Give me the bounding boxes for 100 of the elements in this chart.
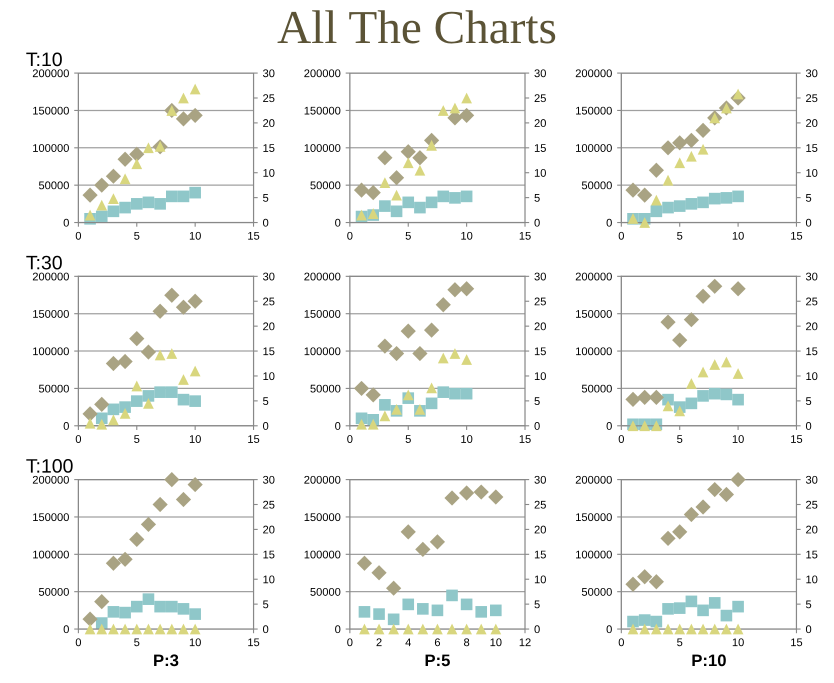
y2-tick-label: 25 <box>534 500 546 509</box>
point <box>488 489 504 505</box>
point <box>650 206 662 218</box>
point <box>474 484 489 500</box>
y-tick-label: 50000 <box>38 181 69 190</box>
point <box>380 177 390 188</box>
y-tick-label: 150000 <box>304 310 340 318</box>
y2-tick-label: 5 <box>534 194 540 202</box>
y-tick-label: 100000 <box>576 550 612 558</box>
point <box>377 338 392 354</box>
point <box>698 624 708 634</box>
point <box>190 366 201 376</box>
x-tick-label: 6 <box>434 638 440 646</box>
point <box>637 569 652 584</box>
y2-tick-label: 20 <box>806 526 818 534</box>
point <box>625 182 641 198</box>
y-tick-label: 200000 <box>32 476 69 484</box>
point <box>444 490 460 506</box>
point <box>120 408 130 419</box>
y2-tick-label: 30 <box>262 272 274 280</box>
point <box>412 150 428 166</box>
y2-tick-label: 5 <box>263 194 268 202</box>
x-tick-label: 15 <box>791 638 802 646</box>
x-tick-label: 5 <box>677 435 682 443</box>
point <box>732 190 744 202</box>
x-tick-label: 5 <box>677 638 682 646</box>
point <box>359 624 370 634</box>
point <box>449 388 461 400</box>
point <box>377 150 392 166</box>
point <box>414 202 426 214</box>
point <box>166 386 178 398</box>
point <box>368 418 379 430</box>
x-tick-label: 10 <box>732 435 744 443</box>
x-tick-label: 15 <box>248 435 260 443</box>
point <box>117 152 133 167</box>
x-tick-label: 0 <box>618 638 624 646</box>
point <box>84 624 96 634</box>
point <box>718 486 734 502</box>
x-tick-label: 0 <box>618 232 624 240</box>
point <box>82 406 98 422</box>
point <box>446 624 458 634</box>
point <box>684 132 699 148</box>
y-tick-label: 150000 <box>33 106 69 115</box>
point <box>142 593 154 605</box>
y-tick-label: 200000 <box>304 476 340 484</box>
point <box>686 596 698 608</box>
point <box>686 624 697 634</box>
point <box>707 278 722 294</box>
point <box>461 624 472 634</box>
point <box>449 192 461 204</box>
point <box>720 388 732 400</box>
y2-tick-label: 10 <box>534 168 546 177</box>
point <box>178 394 190 406</box>
x-tick-label: 10 <box>732 232 744 240</box>
y2-tick-label: 20 <box>534 322 546 330</box>
point <box>698 366 708 378</box>
y2-tick-label: 0 <box>806 625 812 634</box>
point <box>380 410 390 422</box>
point <box>438 352 449 364</box>
point <box>662 624 674 634</box>
point <box>637 390 652 405</box>
point <box>432 604 444 616</box>
y-tick-label: 200000 <box>32 69 69 78</box>
point <box>108 624 119 634</box>
point <box>178 374 189 385</box>
point <box>708 388 721 400</box>
x-tick-label: 5 <box>134 232 140 240</box>
point <box>188 108 203 124</box>
point <box>166 348 178 359</box>
y-tick-label: 200000 <box>304 272 340 280</box>
point <box>176 492 192 508</box>
x-tick-label: 5 <box>134 638 140 646</box>
point <box>108 206 120 218</box>
point <box>662 603 674 615</box>
y2-tick-label: 0 <box>263 422 268 430</box>
point <box>662 400 674 412</box>
point <box>648 574 664 590</box>
point <box>379 200 391 212</box>
point <box>732 368 744 379</box>
point <box>402 598 414 610</box>
point <box>371 565 387 580</box>
point <box>402 624 414 634</box>
point <box>461 354 472 365</box>
x-axis-title: P:10 <box>692 654 726 666</box>
point <box>732 394 744 406</box>
point <box>417 603 429 615</box>
y-tick-label: 0 <box>606 218 612 227</box>
point <box>143 624 154 634</box>
point <box>650 194 662 206</box>
y2-tick-label: 30 <box>534 69 546 78</box>
y-tick-label: 100000 <box>33 347 69 356</box>
x-tick-label: 0 <box>347 435 353 443</box>
point <box>686 198 698 210</box>
point <box>400 324 416 339</box>
x-tick-label: 15 <box>248 638 260 646</box>
point <box>108 193 119 204</box>
point <box>390 206 402 218</box>
point <box>96 624 108 634</box>
point <box>96 200 108 210</box>
x-axis-title: P:5 <box>426 654 450 666</box>
